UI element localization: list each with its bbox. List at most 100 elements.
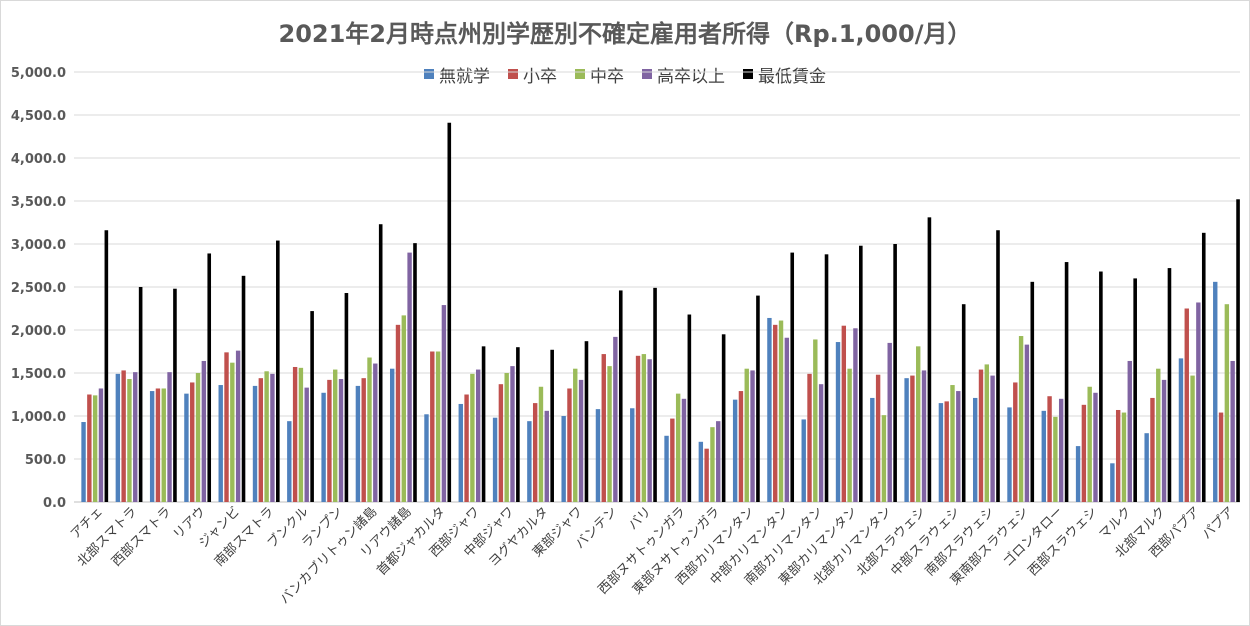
bar	[927, 217, 932, 502]
bars	[81, 122, 1240, 503]
bar	[1150, 397, 1155, 502]
bar	[681, 398, 687, 502]
bar	[1030, 281, 1035, 502]
bar	[361, 378, 366, 502]
bar	[1053, 416, 1058, 502]
bar	[950, 385, 955, 502]
bar	[276, 240, 280, 502]
bar	[292, 366, 298, 502]
bar	[121, 370, 126, 502]
bar	[859, 245, 863, 502]
bar	[504, 373, 509, 502]
bar	[875, 374, 881, 502]
bar	[389, 368, 395, 502]
bar	[716, 421, 721, 502]
y-tick-label: 3,500.0	[11, 195, 66, 210]
bar	[887, 342, 892, 502]
bar	[653, 287, 657, 502]
bar	[1190, 375, 1195, 502]
bar	[149, 391, 155, 502]
bar	[573, 368, 578, 502]
bar	[447, 122, 452, 503]
bar	[790, 252, 795, 502]
bar	[1161, 379, 1167, 502]
bar	[1184, 308, 1189, 502]
bar	[801, 419, 806, 502]
bar	[344, 293, 349, 502]
y-tick-label: 500.0	[25, 453, 66, 468]
bar	[756, 295, 760, 502]
bar	[1087, 386, 1092, 502]
legend-swatch	[508, 69, 518, 79]
bar	[670, 418, 675, 502]
y-tick-label: 2,000.0	[11, 324, 66, 339]
x-tick-label: バリ	[626, 504, 655, 533]
bar	[1007, 407, 1012, 502]
bar	[618, 290, 623, 502]
bar	[1075, 446, 1081, 502]
bar	[744, 368, 749, 502]
legend-swatch	[575, 69, 585, 79]
bar	[584, 341, 589, 502]
bar	[470, 373, 475, 502]
bar	[961, 304, 966, 502]
bar	[1121, 412, 1127, 502]
bar	[264, 371, 269, 502]
y-tick-label: 4,000.0	[11, 152, 66, 167]
bar	[1041, 410, 1046, 502]
bar	[98, 388, 104, 502]
bar	[167, 372, 172, 502]
bar	[767, 317, 772, 502]
bar	[355, 385, 361, 502]
y-tick-label: 2,500.0	[11, 281, 66, 296]
bar	[1196, 302, 1201, 502]
bar	[641, 354, 647, 502]
bar	[270, 373, 275, 502]
bar	[601, 354, 606, 502]
y-tick-label: 1,500.0	[11, 367, 66, 382]
y-tick-label: 0.0	[43, 496, 66, 511]
bar	[173, 288, 177, 502]
bar	[252, 385, 258, 502]
y-tick-label: 3,000.0	[11, 238, 66, 253]
bar	[567, 388, 572, 502]
bar	[1167, 268, 1172, 502]
bar	[424, 414, 429, 502]
legend-swatch	[642, 69, 652, 79]
bar	[1213, 281, 1218, 502]
bar	[207, 253, 212, 502]
bar	[1133, 278, 1137, 502]
legend-swatch	[424, 69, 434, 79]
bar	[1230, 360, 1235, 502]
bar	[333, 369, 338, 502]
bar	[430, 351, 435, 502]
chart-title: 2021年2月時点州別学歴別不確定雇用者所得（Rp.1,000/月）	[278, 20, 972, 48]
bar	[710, 427, 715, 502]
bar	[527, 421, 532, 502]
bar	[510, 366, 515, 502]
bar	[115, 373, 121, 502]
bar	[104, 230, 109, 503]
bar	[532, 403, 538, 502]
y-tick-label: 4,500.0	[11, 109, 66, 124]
y-axis-ticks: 0.0 500.0 1,000.0 1,500.0 2,000.0 2,500.0 3,00…	[11, 66, 66, 511]
y-tick-label: 1,000.0	[11, 410, 66, 425]
bar	[1018, 336, 1024, 502]
bar	[1024, 344, 1030, 502]
bar	[847, 368, 852, 502]
bar	[773, 324, 778, 502]
bar	[190, 382, 195, 502]
bar	[458, 403, 463, 502]
bar	[1115, 409, 1121, 502]
bar	[1236, 199, 1240, 502]
bar	[972, 397, 978, 502]
bar	[441, 305, 447, 502]
bar	[1013, 382, 1018, 502]
bar	[956, 391, 961, 502]
bar	[1218, 412, 1224, 502]
bar	[1144, 433, 1149, 502]
bar	[327, 379, 332, 502]
bar	[492, 417, 498, 502]
bar	[1058, 398, 1064, 502]
bar	[550, 349, 554, 502]
